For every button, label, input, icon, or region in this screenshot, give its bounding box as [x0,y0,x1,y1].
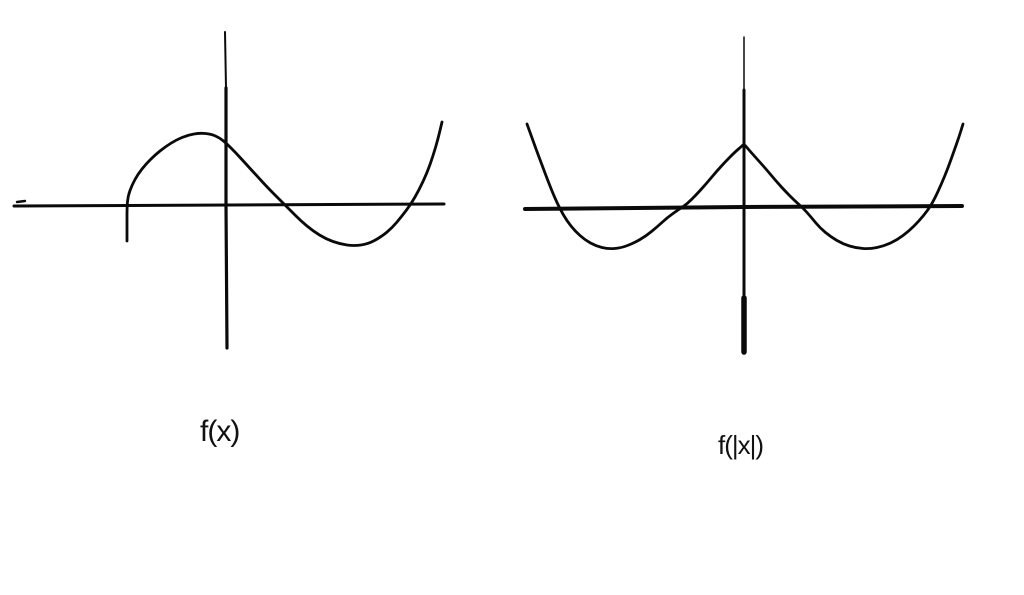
panel-fabsx [523,36,965,355]
label-fx: f(x) [200,415,240,448]
fx-x-axis [12,202,446,208]
curve-fabsx [525,122,965,251]
curve-fx [125,120,444,247]
fx-x-axis-pen-blob [15,199,27,204]
panel-fx [12,31,446,350]
label-fabsx: f(|x|) [718,430,764,460]
fx-y-axis-thin-top [224,31,227,89]
fx-y-axis-main [224,86,229,350]
